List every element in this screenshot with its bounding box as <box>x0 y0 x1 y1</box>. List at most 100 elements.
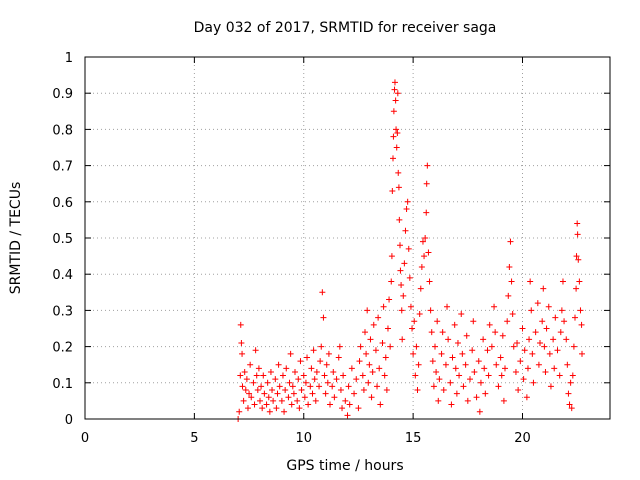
data-point <box>259 405 266 412</box>
data-point <box>493 361 500 368</box>
data-point <box>393 126 400 133</box>
data-point <box>529 350 536 357</box>
data-point <box>289 383 296 390</box>
data-point <box>573 253 580 260</box>
data-point <box>528 307 535 314</box>
data-point <box>366 361 373 368</box>
data-point <box>321 372 328 379</box>
data-point <box>300 372 307 379</box>
data-point <box>542 368 549 375</box>
data-point <box>395 184 402 191</box>
data-point <box>319 289 326 296</box>
data-point <box>329 383 336 390</box>
data-point <box>475 358 482 365</box>
data-point <box>520 376 527 383</box>
data-point <box>574 220 581 227</box>
data-point <box>351 390 358 397</box>
data-point <box>308 365 315 372</box>
data-point <box>236 408 243 415</box>
data-point <box>407 303 414 310</box>
data-point <box>413 343 420 350</box>
data-point <box>238 339 245 346</box>
data-point <box>398 307 405 314</box>
data-point <box>467 376 473 383</box>
data-point <box>269 387 276 394</box>
data-point <box>508 278 515 285</box>
x-tick-label: 10 <box>295 431 312 446</box>
data-point <box>535 361 542 368</box>
data-point <box>512 368 519 375</box>
data-point <box>278 397 285 404</box>
data-point <box>470 318 477 325</box>
data-point <box>566 401 573 408</box>
data-point <box>276 383 283 390</box>
data-point <box>415 361 422 368</box>
data-point <box>480 336 487 343</box>
data-point <box>360 387 367 394</box>
data-point <box>346 401 353 408</box>
data-point <box>552 314 559 321</box>
data-point <box>330 368 337 375</box>
data-point <box>482 390 489 397</box>
data-point <box>335 354 342 361</box>
data-point <box>558 307 565 314</box>
data-point <box>523 394 530 401</box>
data-point <box>495 383 502 390</box>
data-point <box>577 307 584 314</box>
data-point <box>339 405 346 412</box>
data-point <box>393 144 400 151</box>
data-point <box>250 379 257 386</box>
data-point <box>517 358 524 365</box>
data-point <box>456 372 463 379</box>
data-point <box>505 292 512 299</box>
data-point <box>578 321 585 328</box>
data-point <box>248 394 255 401</box>
data-point <box>426 278 433 285</box>
data-point <box>254 387 261 394</box>
data-point <box>275 361 282 368</box>
data-point <box>297 358 304 365</box>
data-point <box>253 372 260 379</box>
data-point <box>439 329 446 336</box>
data-point <box>345 383 352 390</box>
data-point <box>359 372 366 379</box>
data-point <box>390 133 397 140</box>
data-point <box>460 383 467 390</box>
data-point <box>388 278 395 285</box>
data-point <box>459 350 466 357</box>
data-point <box>442 361 449 368</box>
data-point <box>301 394 308 401</box>
data-point <box>510 343 517 350</box>
data-point <box>376 365 383 372</box>
x-axis-ticks: 0 5 10 15 20 <box>81 57 531 446</box>
data-point <box>274 390 281 397</box>
data-point <box>521 347 528 354</box>
data-point <box>340 372 347 379</box>
data-point <box>497 354 504 361</box>
data-point <box>481 365 488 372</box>
data-point <box>473 394 480 401</box>
data-point <box>423 180 430 187</box>
chart-title: Day 032 of 2017, SRMTID for receiver sag… <box>194 20 497 36</box>
data-point <box>237 321 244 328</box>
data-point <box>333 376 340 383</box>
data-point <box>452 365 459 372</box>
data-point <box>425 249 432 256</box>
data-point <box>428 329 435 336</box>
data-point <box>387 343 394 350</box>
data-point <box>356 358 363 365</box>
data-point <box>575 256 582 263</box>
data-point <box>261 390 268 397</box>
data-point <box>502 365 508 372</box>
data-point <box>377 401 384 408</box>
data-point <box>573 285 580 292</box>
data-point <box>445 336 452 343</box>
data-point <box>317 358 324 365</box>
data-point <box>244 405 251 412</box>
data-point <box>504 318 511 325</box>
data-point <box>239 350 246 357</box>
data-point <box>323 361 330 368</box>
data-point <box>380 303 387 310</box>
data-point <box>534 300 541 307</box>
data-point <box>239 383 246 390</box>
